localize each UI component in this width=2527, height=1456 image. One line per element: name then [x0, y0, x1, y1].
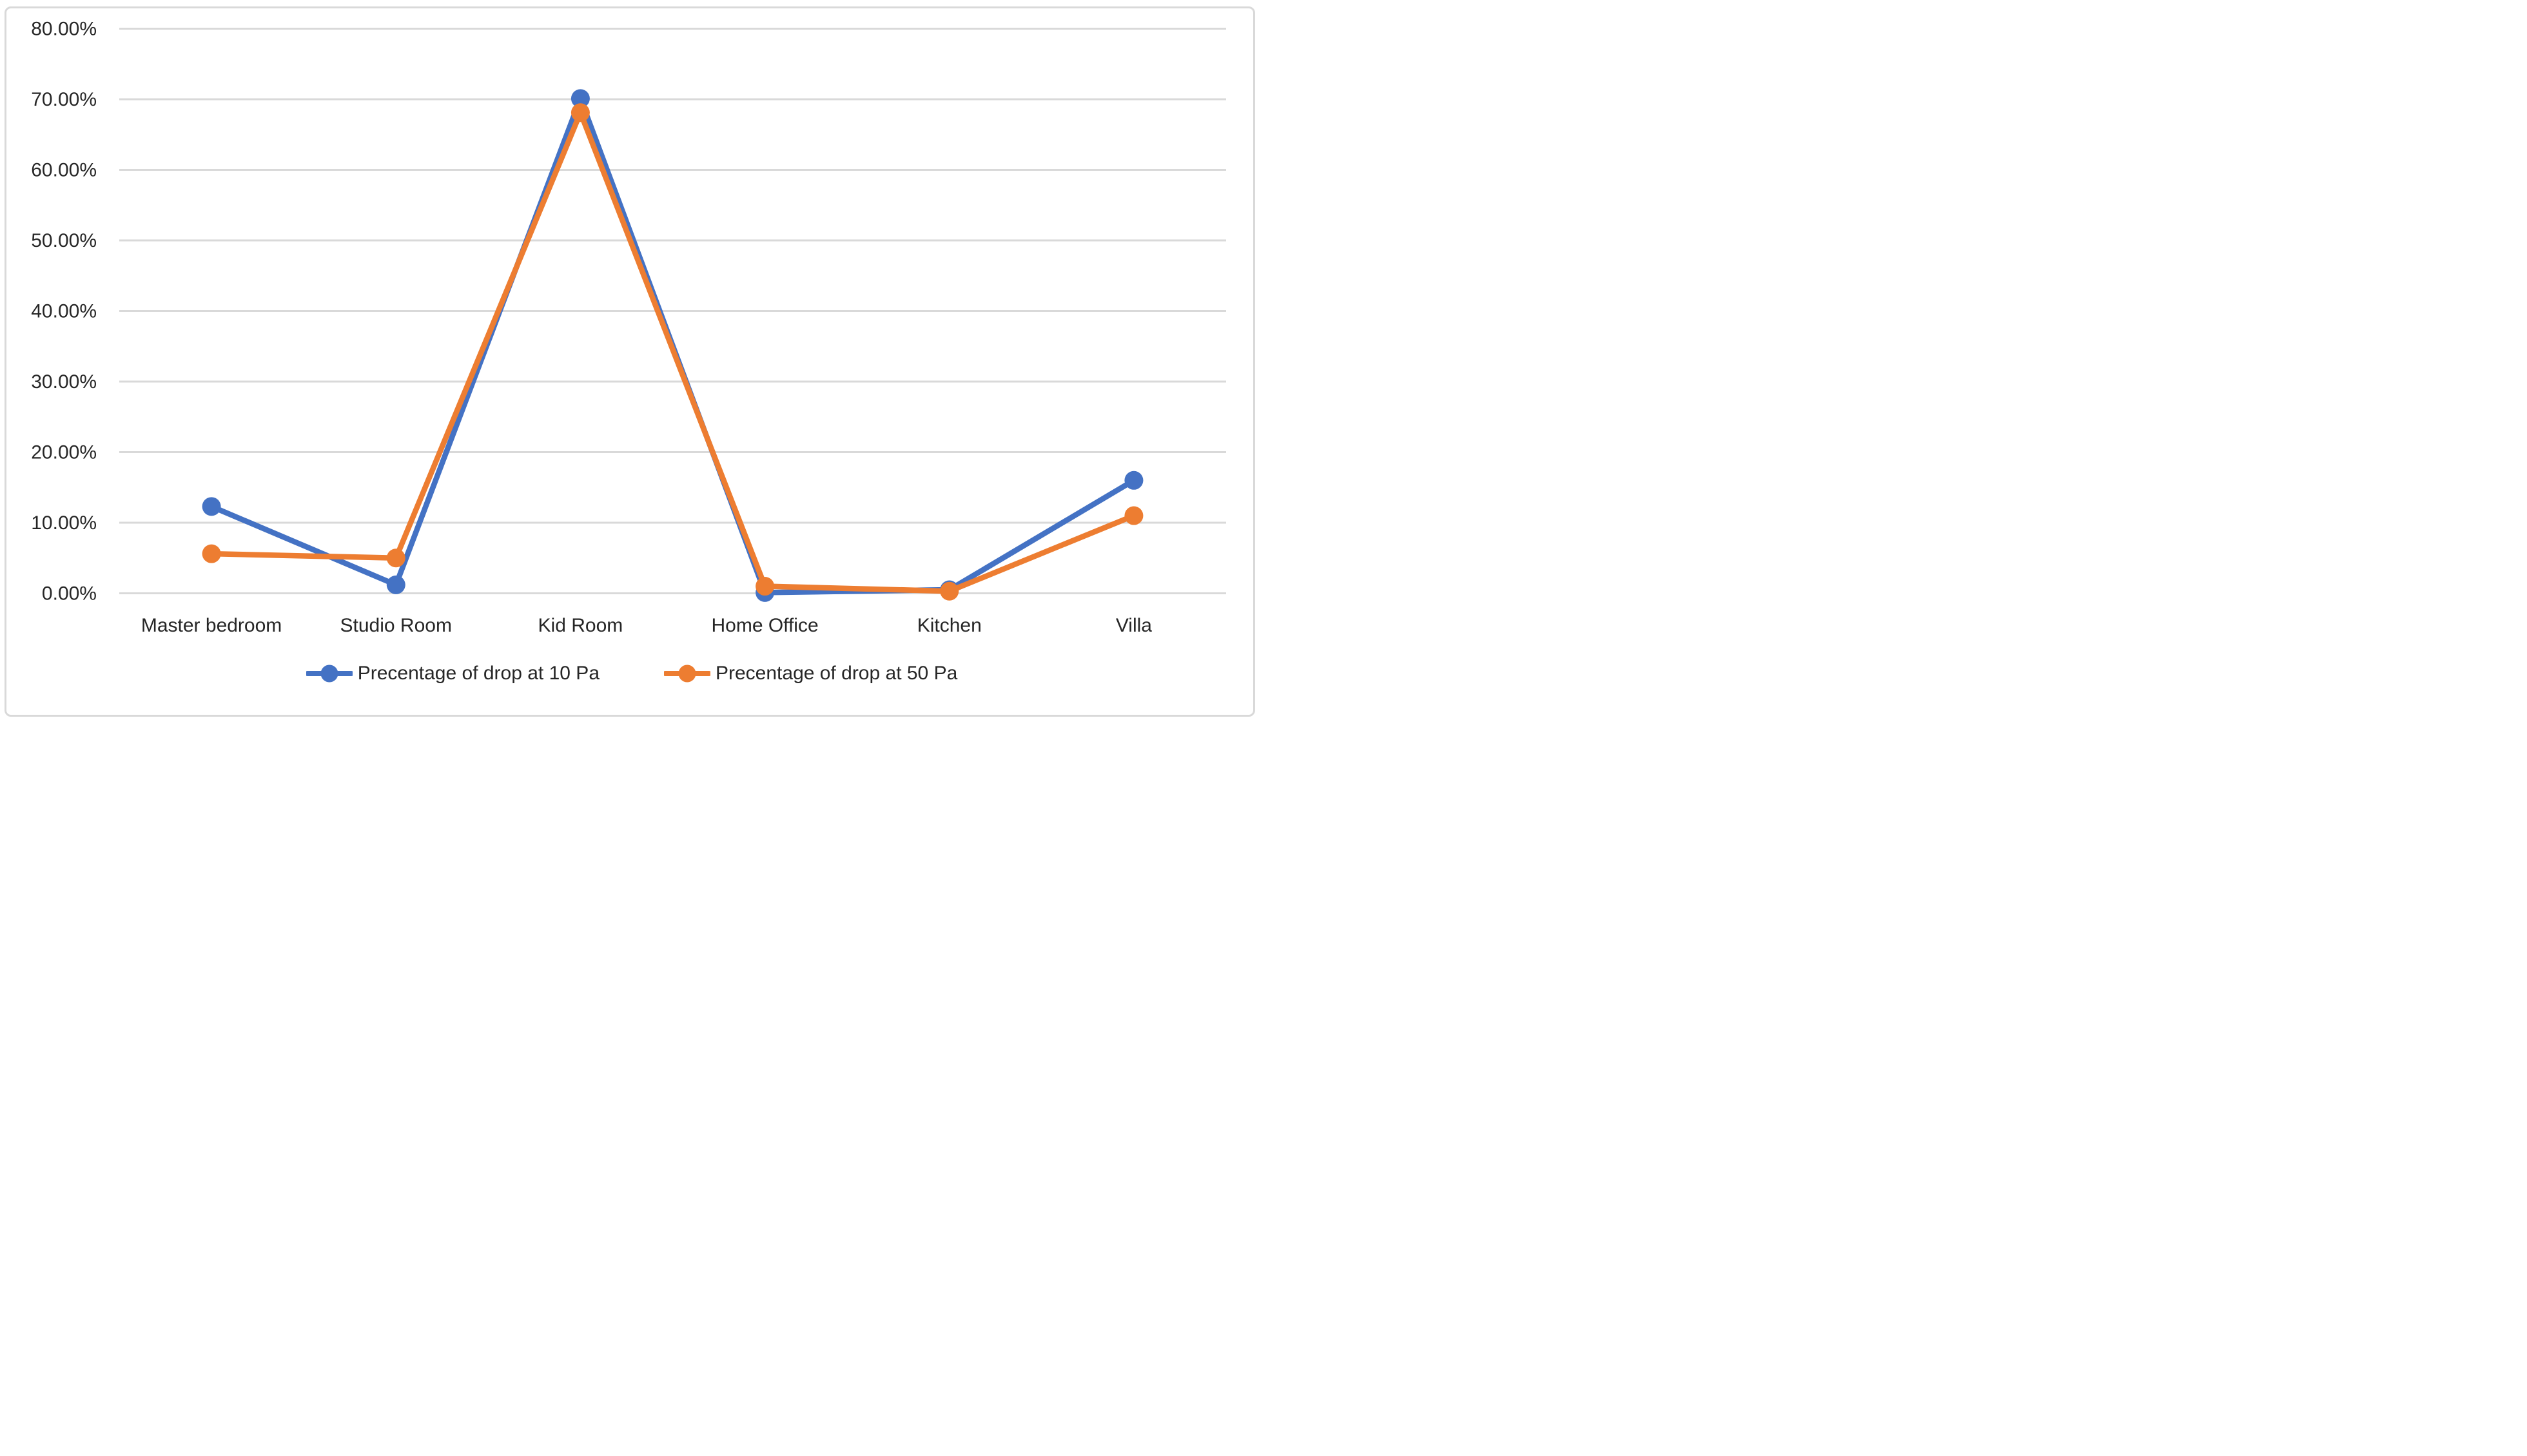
y-tick-label-10-00: 10.00%: [31, 512, 97, 534]
legend-label-50pa: Precentage of drop at 50 Pa: [716, 663, 958, 684]
x-label-master-bedroom: Master bedroom: [141, 615, 282, 636]
x-label-kitchen: Kitchen: [917, 615, 982, 636]
data-point-villa-precentage-of-drop-at-10-pa: [1124, 471, 1144, 490]
x-label-studio-room: Studio Room: [340, 615, 452, 636]
y-tick-label-40-00: 40.00%: [31, 301, 97, 322]
chart-canvas: 0.00% 10.00% 20.00% 30.00% 40.00% 50.00% 60.00…: [0, 0, 1264, 728]
chart-svg: 0.00% 10.00% 20.00% 30.00% 40.00% 50.00% 60.00…: [31, 19, 1226, 636]
legend-marker-50pa-icon: [664, 665, 710, 683]
y-tick-label-30-00: 30.00%: [31, 371, 97, 393]
legend: Precentage of drop at 10 Pa Precentage o…: [0, 663, 1264, 684]
series-line-precentage-of-drop-at-50-pa: [208, 110, 1137, 594]
x-label-kid-room: Kid Room: [538, 615, 623, 636]
y-tick-label-70-00: 70.00%: [31, 89, 97, 110]
y-tick-label-50-00: 50.00%: [31, 230, 97, 251]
data-point-kid-room-precentage-of-drop-at-10-pa: [571, 89, 590, 108]
data-point-villa-precentage-of-drop-at-50-pa: [1124, 506, 1144, 525]
legend-marker-10pa-icon: [306, 665, 353, 683]
x-label-villa: Villa: [1116, 615, 1152, 636]
y-tick-label-60-00: 60.00%: [31, 160, 97, 181]
legend-item-drop-50pa: Precentage of drop at 50 Pa: [664, 663, 957, 684]
legend-dot-precentage-of-drop-at-50-pa: [678, 665, 696, 683]
y-tick-label-20-00: 20.00%: [31, 442, 97, 463]
legend-item-drop-10pa: Precentage of drop at 10 Pa: [306, 663, 600, 684]
legend-label-10pa: Precentage of drop at 10 Pa: [357, 663, 600, 684]
x-label-home-office: Home Office: [711, 615, 818, 636]
data-point-kid-room-precentage-of-drop-at-50-pa: [571, 103, 590, 122]
y-tick-label-80-00: 80.00%: [31, 19, 97, 40]
data-point-master-bedroom-precentage-of-drop-at-50-pa: [202, 544, 221, 563]
data-point-kitchen-precentage-of-drop-at-50-pa: [940, 581, 959, 601]
data-point-master-bedroom-precentage-of-drop-at-10-pa: [202, 497, 221, 516]
data-point-studio-room-precentage-of-drop-at-10-pa: [386, 575, 405, 594]
data-point-studio-room-precentage-of-drop-at-50-pa: [386, 548, 405, 568]
y-tick-label-0-00: 0.00%: [42, 583, 97, 605]
data-point-home-office-precentage-of-drop-at-50-pa: [756, 577, 775, 596]
legend-dot-precentage-of-drop-at-10-pa: [320, 665, 338, 683]
